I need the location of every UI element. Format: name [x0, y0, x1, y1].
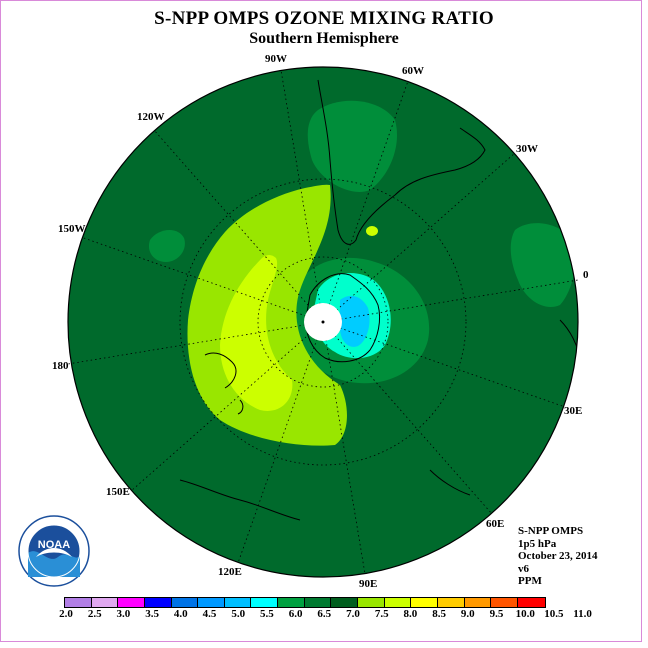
lon-label: 60W: [402, 65, 424, 77]
colorbar-swatch: [198, 598, 225, 607]
colorbar-swatch: [384, 598, 412, 607]
australia-coast: [204, 352, 237, 389]
noaa-logo-icon: NOAA: [18, 515, 90, 587]
ozone-crescent-7.5: [187, 184, 347, 446]
colorbar-swatch: [358, 598, 385, 607]
info-units: PPM: [518, 575, 542, 587]
page-subtitle: Southern Hemisphere: [249, 30, 399, 47]
africa-coast: [559, 319, 578, 361]
info-instrument: S-NPP OMPS: [518, 525, 584, 537]
colorbar-swatch: [517, 598, 545, 607]
colorbar-tick-label: 10.5: [544, 608, 564, 620]
colorbar-swatch: [278, 598, 305, 607]
colorbar-tick-label: 2.5: [87, 608, 102, 620]
antarctica-coast: [305, 273, 381, 363]
colorbar-swatch: [464, 598, 492, 607]
colorbar-swatch: [437, 598, 465, 607]
colorbar-tick-label: 7.5: [374, 608, 389, 620]
colorbar-tick-label: 6.5: [317, 608, 332, 620]
colorbar-tick-label: 5.0: [231, 608, 246, 620]
colorbar-swatch: [411, 598, 438, 607]
colorbar-tick-label: 8.0: [403, 608, 418, 620]
lon-label: 180: [52, 360, 69, 372]
logo-text: NOAA: [38, 539, 70, 551]
colorbar-swatch: [304, 598, 332, 607]
info-panel: S-NPP OMPS 1p5 hPa October 23, 2014 v6 P…: [518, 525, 598, 588]
lon-label: 0: [583, 269, 589, 281]
coastlines: [179, 79, 578, 521]
ozone-patch-6.5-south-america: [307, 100, 398, 192]
colorbar-swatch: [224, 598, 252, 607]
colorbar-ticks: 2.0 2.5 3.0 3.5 4.0 4.5 5.0 5.5 6.0 6.5 7.0 7.5 8.0 8…: [50, 608, 610, 622]
colorbar-tick-label: 11.0: [573, 608, 592, 620]
colorbar-swatch: [144, 598, 172, 607]
colorbar-tick-label: 4.0: [173, 608, 188, 620]
indian-coast: [429, 469, 471, 496]
map-border: [67, 66, 579, 578]
info-date: October 23, 2014: [518, 550, 598, 562]
ozone-patch-6.5-atlantic: [510, 223, 576, 308]
colorbar-swatch: [491, 598, 518, 607]
lon-label: 90E: [359, 578, 377, 590]
info-version: v6: [518, 562, 529, 575]
lon-label: 120E: [218, 566, 242, 578]
south-america-coast: [317, 79, 486, 245]
ozone-polar-5.5: [340, 295, 370, 347]
lon-label: 30E: [564, 405, 582, 417]
colorbar-swatch: [251, 598, 279, 607]
colorbar-swatch: [118, 598, 145, 607]
colorbar-tick-label: 6.0: [288, 608, 303, 620]
lon-label: 150W: [58, 223, 86, 235]
lon-label: 150E: [106, 486, 130, 498]
lon-label: 60E: [486, 518, 504, 530]
colorbar-tick-label: 3.5: [145, 608, 159, 620]
graticule: [67, 69, 579, 575]
new-zealand-coast: [237, 399, 244, 415]
colorbar-tick-label: 9.5: [489, 608, 504, 620]
colorbar-tick-label: 7.0: [346, 608, 360, 620]
lon-label: 90W: [265, 53, 287, 65]
colorbar-swatch: [331, 598, 359, 607]
info-level: 1p5 hPa: [518, 537, 557, 550]
colorbar-tick-label: 8.5: [432, 608, 446, 620]
colorbar-tick-label: 5.5: [260, 608, 274, 620]
pole-center-dot: [321, 320, 325, 324]
colorbar: [64, 597, 546, 608]
colorbar-swatch: [65, 598, 92, 607]
colorbar-tick-label: 4.5: [202, 608, 217, 620]
colorbar-tick-label: 3.0: [116, 608, 131, 620]
ozone-spot-8.0: [366, 226, 378, 236]
page-title: S-NPP OMPS OZONE MIXING RATIO: [154, 8, 494, 29]
lon-label: 30W: [516, 143, 538, 155]
colorbar-swatch: [171, 598, 199, 607]
colorbar-tick-label: 9.0: [460, 608, 475, 620]
colorbar-tick-label: 2.0: [59, 608, 73, 620]
longitude-labels: 90W 60W 30W 0 30E 60E 90E 120E 150E 180 …: [52, 53, 589, 590]
colorbar-tick-label: 10.0: [515, 608, 535, 620]
lon-label: 120W: [137, 111, 165, 123]
colorbar-swatch: [91, 598, 119, 607]
indonesia-coast: [179, 479, 301, 521]
ozone-patch-6.5-pacific: [148, 229, 185, 262]
